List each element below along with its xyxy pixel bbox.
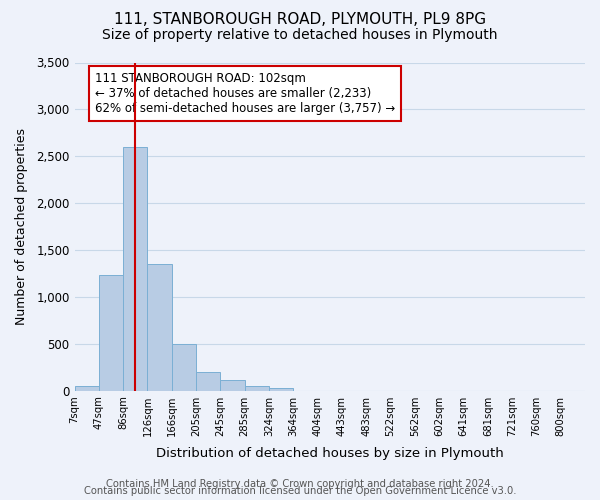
Text: 111, STANBOROUGH ROAD, PLYMOUTH, PL9 8PG: 111, STANBOROUGH ROAD, PLYMOUTH, PL9 8PG <box>114 12 486 28</box>
Bar <box>269 388 293 390</box>
Bar <box>220 380 245 390</box>
Text: 111 STANBOROUGH ROAD: 102sqm
← 37% of detached houses are smaller (2,233)
62% of: 111 STANBOROUGH ROAD: 102sqm ← 37% of de… <box>95 72 395 116</box>
Bar <box>99 276 123 390</box>
Bar <box>245 386 269 390</box>
Text: Size of property relative to detached houses in Plymouth: Size of property relative to detached ho… <box>102 28 498 42</box>
Text: Contains HM Land Registry data © Crown copyright and database right 2024.: Contains HM Land Registry data © Crown c… <box>106 479 494 489</box>
Bar <box>74 386 99 390</box>
Bar <box>196 372 220 390</box>
Bar <box>148 264 172 390</box>
X-axis label: Distribution of detached houses by size in Plymouth: Distribution of detached houses by size … <box>156 447 503 460</box>
Text: Contains public sector information licensed under the Open Government Licence v3: Contains public sector information licen… <box>84 486 516 496</box>
Bar <box>172 344 196 391</box>
Bar <box>123 147 148 390</box>
Y-axis label: Number of detached properties: Number of detached properties <box>15 128 28 325</box>
